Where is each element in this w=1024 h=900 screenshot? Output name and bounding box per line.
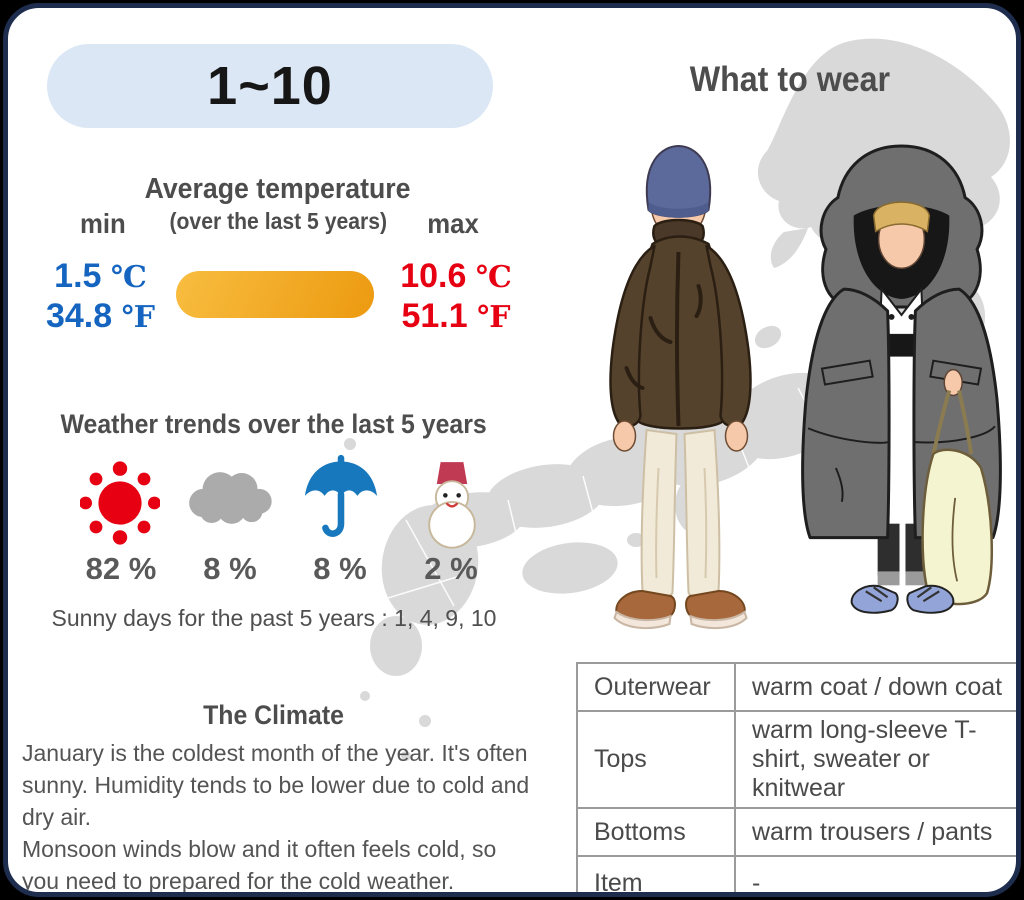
cloudy-percentage: 8 % xyxy=(203,551,257,586)
sun-icon xyxy=(80,461,160,545)
max-label: max xyxy=(427,208,479,239)
max-celsius: 10.6 xyxy=(400,257,467,295)
person-brown-jacket-illustration xyxy=(609,144,752,630)
row-label: Outerwear xyxy=(576,662,736,712)
sunny-days-note: Sunny days for the past 5 years : 1, 4, … xyxy=(51,605,497,631)
row-value: warm long-sleeve T-shirt, sweater or kni… xyxy=(734,710,1016,809)
climate-heading: The Climate xyxy=(203,700,345,730)
umbrella-icon xyxy=(304,454,378,537)
table-row: Tops warm long-sleeve T-shirt, sweater o… xyxy=(576,710,1016,809)
sunny-percentage: 82 % xyxy=(85,551,157,586)
climate-paragraph-1: January is the coldest month of the year… xyxy=(22,740,530,830)
person-long-coat-illustration xyxy=(801,144,1002,614)
row-label: Bottoms xyxy=(576,807,736,857)
clothing-table: Outerwear warm coat / down coat Tops war… xyxy=(576,662,1016,892)
table-row: Bottoms warm trousers / pants xyxy=(576,807,1016,857)
table-row: Item - xyxy=(576,855,1016,892)
rainy-percentage: 8 % xyxy=(313,551,367,586)
climate-paragraph-2: Monsoon winds blow and it often feels co… xyxy=(22,836,497,894)
table-row: Outerwear warm coat / down coat xyxy=(576,662,1016,712)
min-temperature: 1.5 ℃ 34.8 ℉ xyxy=(18,257,183,337)
what-to-wear-heading: What to wear xyxy=(689,60,891,99)
row-value: - xyxy=(734,855,1016,892)
fahrenheit-unit: ℉ xyxy=(121,300,155,335)
row-label: Tops xyxy=(576,710,736,809)
avg-temp-heading: Average temperature xyxy=(145,173,411,205)
row-value: warm coat / down coat xyxy=(734,662,1016,712)
min-celsius: 1.5 xyxy=(54,257,102,295)
weather-trends-heading: Weather trends over the last 5 years xyxy=(60,409,488,439)
min-label: min xyxy=(80,208,126,239)
max-temperature: 10.6 ℃ 51.1 ℉ xyxy=(376,257,536,337)
max-fahrenheit: 51.1 xyxy=(401,297,468,335)
fahrenheit-unit: ℉ xyxy=(477,300,511,335)
row-label: Item xyxy=(576,855,736,892)
temperature-range-bar xyxy=(176,271,374,318)
celsius-unit: ℃ xyxy=(475,260,512,295)
snowman-icon xyxy=(428,462,476,549)
avg-temp-subheading: (over the last 5 years) xyxy=(169,208,387,234)
min-fahrenheit: 34.8 xyxy=(45,297,113,335)
row-value: warm trousers / pants xyxy=(734,807,1016,857)
date-range-label: 1~10 xyxy=(207,56,333,116)
info-card: 1~10 Average temperature (over the last … xyxy=(3,3,1021,897)
cloud-icon xyxy=(189,472,272,524)
celsius-unit: ℃ xyxy=(110,260,147,295)
climate-paragraphs: January is the coldest month of the year… xyxy=(22,737,530,894)
snowy-percentage: 2 % xyxy=(424,551,478,586)
date-range-pill: 1~10 xyxy=(47,44,493,128)
